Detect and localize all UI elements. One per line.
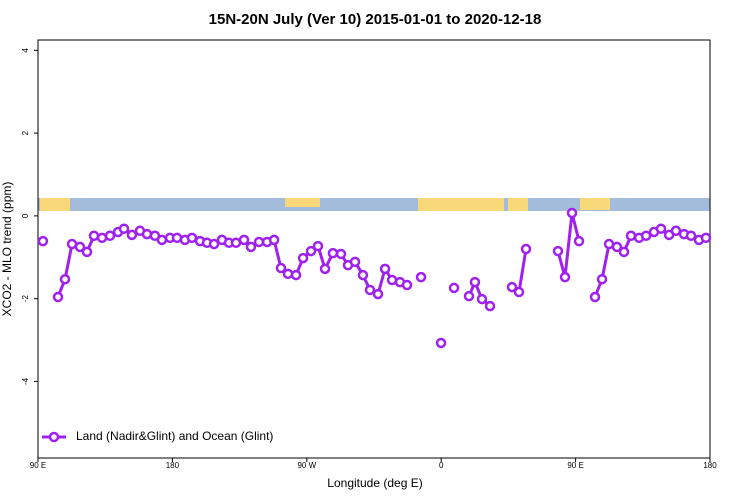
data-point	[670, 225, 682, 237]
data-point	[208, 238, 220, 250]
data-point	[655, 223, 667, 234]
data-point	[506, 281, 518, 293]
data-point	[268, 234, 280, 246]
data-point	[186, 232, 198, 244]
data-point	[156, 234, 168, 246]
data-point	[52, 291, 64, 303]
legend-marker	[48, 431, 60, 443]
x-tick-label: 180	[166, 461, 180, 470]
data-point	[611, 241, 623, 253]
x-tick-label: 180	[703, 461, 717, 470]
legend: Land (Nadir&Glint) and Ocean (Glint)	[42, 429, 273, 443]
x-tick-label: 0	[439, 461, 444, 470]
data-point	[126, 229, 138, 241]
y-tick-label: 4	[21, 48, 30, 53]
data-point	[88, 230, 100, 242]
data-point	[640, 230, 652, 242]
data-point	[469, 276, 481, 288]
data-point	[552, 245, 564, 257]
data-point	[625, 230, 637, 242]
data-point	[253, 236, 265, 248]
data-point	[685, 230, 697, 242]
data-point	[312, 240, 324, 252]
data-point	[238, 234, 250, 246]
data-point	[319, 263, 331, 275]
data-point	[275, 262, 287, 274]
data-point	[448, 282, 460, 294]
data-point	[364, 284, 376, 296]
data-point	[282, 268, 294, 280]
data-point	[573, 235, 585, 247]
y-tick-label: 0	[21, 213, 30, 218]
data-point	[700, 232, 712, 244]
data-point	[566, 207, 578, 219]
data-point	[463, 290, 475, 302]
data-point	[513, 286, 525, 298]
data-point	[37, 235, 49, 247]
data-point	[589, 291, 601, 303]
data-point	[484, 300, 496, 312]
data-point	[230, 237, 242, 249]
data-point	[74, 241, 86, 253]
plot-frame	[37, 39, 711, 459]
chart-title: 15N-20N July (Ver 10) 2015-01-01 to 2020…	[209, 11, 542, 28]
data-point	[476, 293, 488, 305]
data-point	[245, 241, 257, 253]
data-point	[435, 337, 447, 349]
data-point	[335, 248, 347, 260]
y-tick-label: -4	[21, 377, 30, 385]
data-point	[357, 269, 369, 281]
data-point	[297, 252, 309, 264]
data-point	[327, 247, 339, 259]
data-point	[59, 273, 71, 285]
data-point	[81, 246, 93, 258]
x-axis-title: Longitude (deg E)	[327, 476, 422, 490]
data-point	[401, 279, 413, 291]
data-point	[305, 245, 317, 257]
legend-label: Land (Nadir&Glint) and Ocean (Glint)	[76, 429, 273, 443]
y-tick-label: -2	[21, 295, 30, 303]
map-strip	[38, 198, 710, 211]
data-point	[596, 273, 608, 285]
y-tick-label: 2	[21, 130, 30, 135]
data-point	[349, 256, 361, 268]
data-point	[118, 223, 130, 234]
data-point	[379, 263, 391, 275]
data-point	[104, 230, 116, 242]
data-point	[559, 271, 571, 283]
x-tick-label: 90 E	[30, 461, 46, 470]
x-tick-label: 90 W	[297, 461, 316, 470]
x-tick-label: 90 E	[567, 461, 583, 470]
data-point	[618, 246, 630, 258]
data-point	[520, 243, 532, 255]
data-point	[415, 271, 427, 283]
data-point	[372, 288, 384, 300]
y-axis-title: XCO2 - MLO trend (ppm)	[0, 182, 14, 317]
data-point	[290, 269, 302, 281]
